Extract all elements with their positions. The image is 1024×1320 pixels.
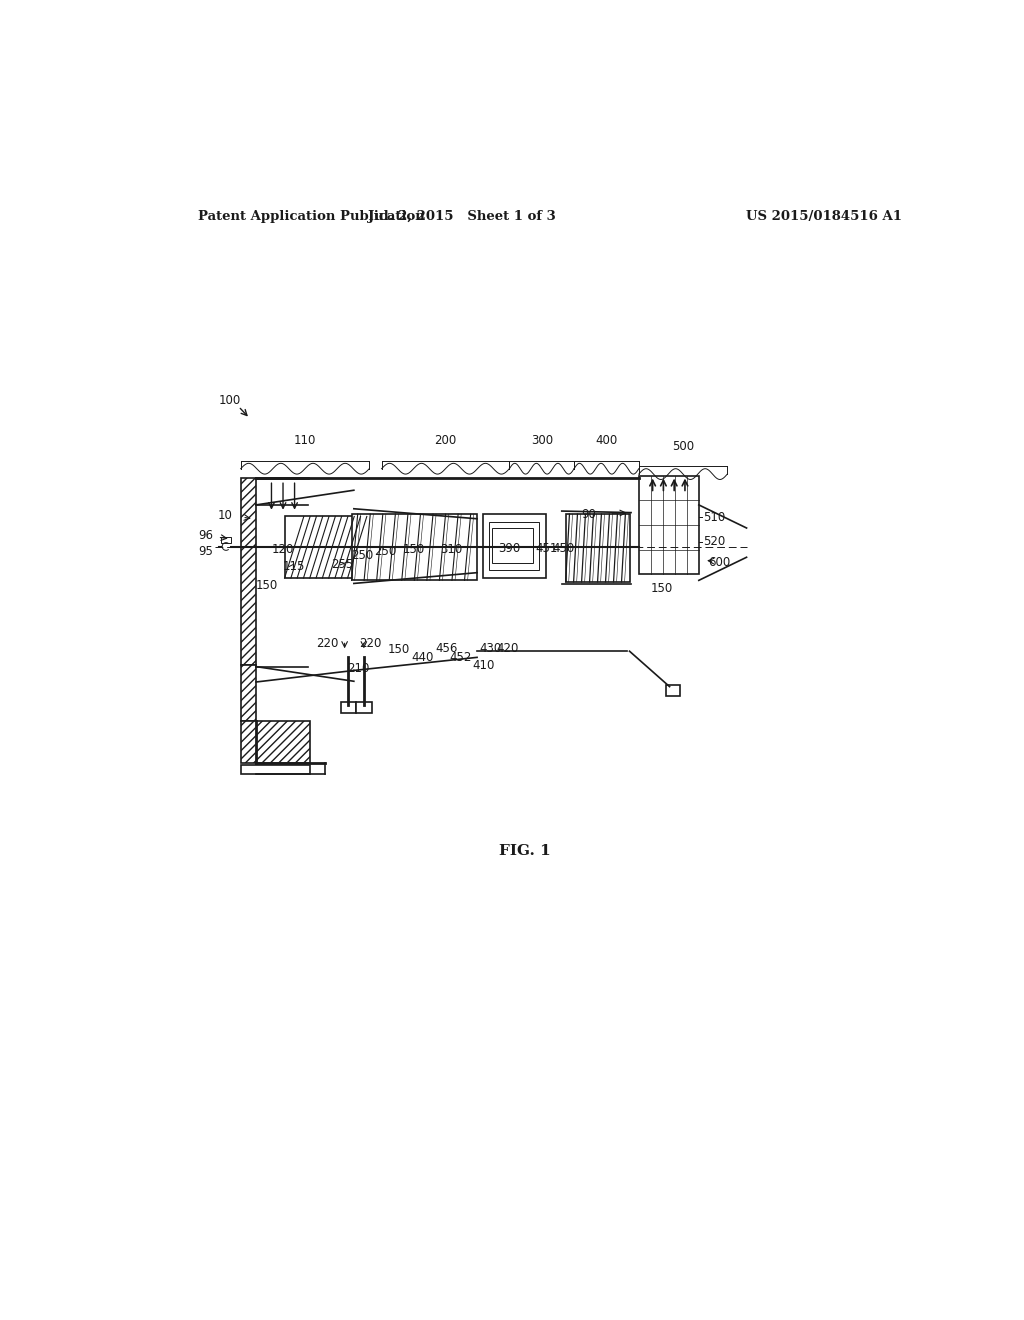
Bar xyxy=(241,721,310,763)
Bar xyxy=(285,516,354,578)
Text: 250: 250 xyxy=(351,549,374,562)
Text: 100: 100 xyxy=(219,395,242,408)
Bar xyxy=(356,702,372,713)
Text: 520: 520 xyxy=(702,536,725,548)
Bar xyxy=(639,475,698,574)
Bar xyxy=(341,702,356,713)
Text: 440: 440 xyxy=(412,651,433,664)
Text: 255: 255 xyxy=(332,558,353,572)
Text: 451: 451 xyxy=(536,541,558,554)
Bar xyxy=(488,521,539,570)
Text: Patent Application Publication: Patent Application Publication xyxy=(199,210,425,223)
Text: 10: 10 xyxy=(218,510,233,523)
Text: Jul. 2, 2015   Sheet 1 of 3: Jul. 2, 2015 Sheet 1 of 3 xyxy=(368,210,556,223)
Text: 456: 456 xyxy=(435,642,458,655)
Text: 500: 500 xyxy=(672,440,694,453)
Bar xyxy=(241,766,310,775)
Text: 220: 220 xyxy=(316,638,339,649)
Text: 200: 200 xyxy=(434,434,457,447)
Text: 96: 96 xyxy=(198,529,213,543)
Text: 410: 410 xyxy=(472,659,495,672)
Text: 150: 150 xyxy=(403,543,425,556)
Text: 110: 110 xyxy=(294,434,316,447)
Text: 452: 452 xyxy=(450,651,472,664)
Text: 115: 115 xyxy=(283,560,304,573)
Text: 450: 450 xyxy=(553,541,574,554)
Text: 300: 300 xyxy=(530,434,553,447)
Text: 400: 400 xyxy=(595,434,617,447)
Text: US 2015/0184516 A1: US 2015/0184516 A1 xyxy=(745,210,901,223)
Text: 420: 420 xyxy=(497,642,519,655)
Text: 600: 600 xyxy=(708,556,730,569)
Text: 150: 150 xyxy=(651,582,674,594)
Text: 430: 430 xyxy=(479,642,502,655)
Bar xyxy=(351,515,477,581)
Text: 120: 120 xyxy=(271,543,294,556)
Bar xyxy=(565,515,630,582)
Bar xyxy=(483,515,547,578)
Text: 210: 210 xyxy=(347,661,370,675)
Bar xyxy=(241,478,256,665)
Text: 250: 250 xyxy=(374,545,396,558)
Text: FIG. 1: FIG. 1 xyxy=(499,845,551,858)
Bar xyxy=(241,478,256,665)
Bar xyxy=(666,685,680,696)
Bar xyxy=(241,721,310,763)
Text: 90: 90 xyxy=(582,508,596,520)
Bar xyxy=(241,665,256,721)
Bar xyxy=(493,528,532,562)
Text: 95: 95 xyxy=(198,545,213,557)
Text: 150: 150 xyxy=(388,643,411,656)
Text: 150: 150 xyxy=(256,579,279,593)
Text: 390: 390 xyxy=(498,541,520,554)
Text: 310: 310 xyxy=(440,543,463,556)
Bar xyxy=(221,537,230,544)
Text: 220: 220 xyxy=(359,638,382,649)
Bar xyxy=(241,665,256,721)
Text: 510: 510 xyxy=(702,511,725,524)
